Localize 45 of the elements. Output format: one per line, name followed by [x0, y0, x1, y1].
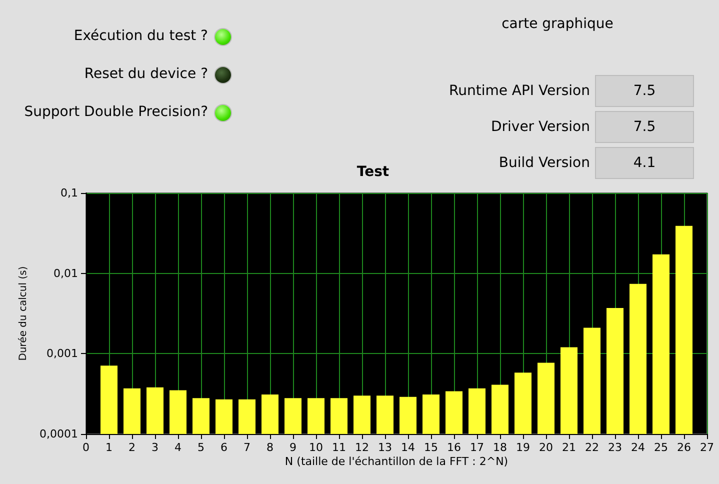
text: Support Double Precision? — [24, 104, 208, 120]
text: 7.5 — [595, 111, 694, 143]
x-tick-label: 11 — [332, 441, 346, 454]
text: carte graphique — [500, 16, 614, 32]
x-tick-label: 2 — [128, 441, 136, 454]
x-tick-label: 0 — [82, 441, 90, 454]
x-tick-label: 18 — [493, 441, 507, 454]
text: Exécution du test ? — [74, 28, 208, 44]
x-tick-label: 15 — [424, 441, 438, 454]
text: 7.5 — [595, 75, 694, 107]
x-tick-label: 9 — [290, 441, 296, 454]
text: Build Version — [498, 155, 590, 171]
x-tick-label: 26 — [677, 441, 691, 454]
y-tick-label: 0,1 — [60, 186, 78, 200]
x-tick-label: 10 — [309, 441, 323, 454]
text: Reset du device ? — [84, 66, 208, 82]
x-tick-label: 21 — [562, 441, 576, 454]
x-tick-label: 27 — [700, 441, 714, 454]
x-tick-label: 14 — [401, 441, 415, 454]
chart-title: Test — [356, 164, 390, 180]
text: Runtime API Version — [448, 83, 590, 99]
x-tick-label: 22 — [585, 441, 599, 454]
text: Driver Version — [490, 119, 590, 135]
x-tick-label: 3 — [152, 441, 158, 454]
x-tick-label: 8 — [266, 441, 274, 454]
x-tick-label: 19 — [516, 441, 530, 454]
x-tick-label: 13 — [378, 441, 392, 454]
x-tick-label: 5 — [198, 441, 204, 454]
x-tick-label: 1 — [106, 441, 112, 454]
y-tick-label: 0,0001 — [40, 428, 78, 440]
x-tick-label: 12 — [355, 441, 369, 454]
x-tick-label: 4 — [174, 441, 182, 454]
y-axis-title: Durée du calcul (s) — [18, 266, 30, 361]
x-tick-label: 16 — [447, 441, 461, 454]
x-tick-label: 25 — [654, 441, 668, 454]
x-axis-title: N (taille de l'échantillon de la FFT : 2^N) — [284, 455, 508, 468]
x-tick-label: 17 — [470, 441, 484, 454]
y-tick-label: 0,001 — [46, 347, 78, 360]
x-tick-label: 20 — [539, 441, 553, 454]
x-tick-label: 7 — [244, 441, 250, 454]
x-tick-label: 24 — [631, 441, 645, 454]
text: 4.1 — [595, 147, 694, 179]
x-tick-label: 23 — [608, 441, 622, 454]
x-tick-label: 6 — [220, 441, 228, 454]
y-tick-label: 0,01 — [54, 266, 78, 280]
